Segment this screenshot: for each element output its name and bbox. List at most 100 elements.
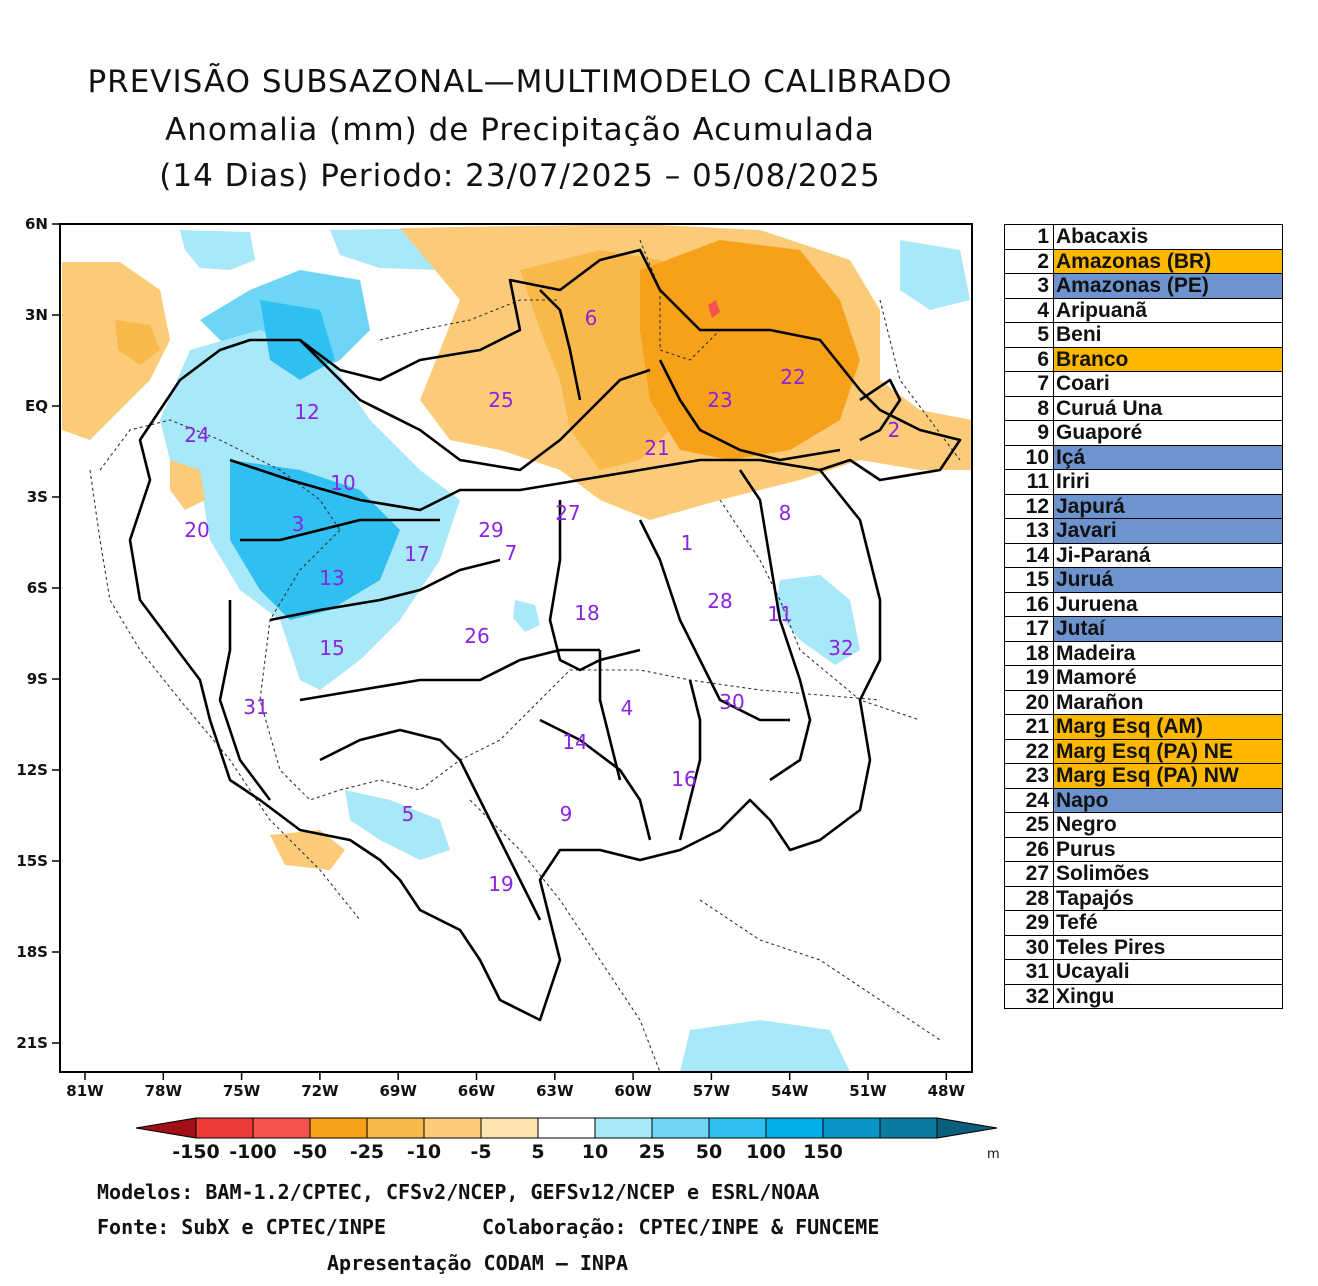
- basin-label: 17: [404, 542, 429, 566]
- lat-label: 6S: [27, 579, 48, 597]
- legend-row: 12 Japurá: [1004, 493, 1283, 519]
- colorbar-segment: [822, 1117, 881, 1139]
- colorbar-label: -50: [293, 1141, 327, 1163]
- basin-line-guapore: [539, 718, 652, 841]
- legend-row: 2 Amazonas (BR): [1004, 248, 1283, 274]
- legend-number: 11: [1004, 469, 1054, 495]
- map-title-line-1: PREVISÃO SUBSAZONAL—MULTIMODELO CALIBRAD…: [87, 64, 953, 100]
- legend-row: 3 Amazonas (PE): [1004, 273, 1283, 299]
- legend-row: 18 Madeira: [1004, 640, 1283, 666]
- lon-label: 66W: [458, 1082, 496, 1100]
- lon-label: 72W: [301, 1082, 339, 1100]
- legend-basin-name: Jutaí: [1053, 616, 1283, 642]
- basin-label: 19: [488, 872, 513, 896]
- basin-line-tapajos: [638, 519, 790, 722]
- basin-label: 14: [562, 730, 587, 754]
- basin-label: 22: [780, 365, 805, 389]
- precipitation-anomaly-map: 6N 3N EQ 3S 6S 9S 12S 15S 18S 21S 81W 78W 75W 72W 69W…: [16, 215, 1000, 1163]
- legend-basin-name: Coari: [1053, 371, 1283, 397]
- legend-row: 4 Aripuanã: [1004, 297, 1283, 323]
- lon-label: 54W: [771, 1082, 809, 1100]
- legend-row: 16 Juruena: [1004, 591, 1283, 617]
- legend-basin-name: Ucayali: [1053, 959, 1283, 985]
- colorbar-label: -5: [470, 1141, 491, 1163]
- lat-label: EQ: [25, 397, 48, 415]
- basin-label: 4: [621, 696, 634, 720]
- colorbar: -150 -100 -50 -25 -10 -5 5 10 25 50 100 150 mm: [135, 1117, 1000, 1163]
- basin-label: 9: [560, 802, 573, 826]
- boundary-south: [469, 799, 661, 1072]
- basin-label: 28: [707, 589, 732, 613]
- legend-basin-name: Napo: [1053, 787, 1283, 813]
- basin-label: 6: [585, 306, 598, 330]
- legend-number: 27: [1004, 861, 1054, 887]
- legend-basin-name: Marg Esq (AM): [1053, 714, 1283, 740]
- basin-line-ucayali: [218, 600, 272, 801]
- colorbar-label: -150: [172, 1141, 220, 1163]
- legend-row: 21 Marg Esq (AM): [1004, 714, 1283, 740]
- boundary-para: [719, 499, 921, 721]
- colorbar-segment: [594, 1117, 653, 1139]
- dry-anomaly-west-coast: [62, 262, 170, 440]
- dry-anomaly-marañon: [170, 460, 205, 510]
- lat-label: 9S: [27, 670, 48, 688]
- basin-label: 26: [464, 624, 489, 648]
- legend-basin-name: Tefé: [1053, 910, 1283, 936]
- boundary-venezuela: [379, 299, 560, 341]
- boundary-peru-coast: [89, 469, 361, 921]
- footer-presentation: Apresentação CODAM – INPA: [327, 1251, 629, 1275]
- legend-row: 13 Javari: [1004, 518, 1283, 544]
- basin-line-marg-esq: [658, 359, 841, 462]
- basin-boundaries: [128, 248, 962, 1022]
- legend-basin-name: Tapajós: [1053, 885, 1283, 911]
- boundary-brazil-east: [879, 299, 961, 461]
- colorbar-label: -100: [229, 1141, 277, 1163]
- legend-number: 7: [1004, 371, 1054, 397]
- legend-basin-name: Juruena: [1053, 591, 1283, 617]
- colorbar-label: 150: [803, 1141, 843, 1163]
- basin-label: 1: [681, 531, 694, 555]
- legend-basin-name: Juruá: [1053, 567, 1283, 593]
- legend-number: 17: [1004, 616, 1054, 642]
- basin-line-beni: [319, 728, 461, 762]
- colorbar-label: -10: [407, 1141, 441, 1163]
- legend-row: 22 Marg Esq (PA) NE: [1004, 738, 1283, 764]
- boundary-bolivia: [339, 669, 881, 791]
- lon-label: 63W: [536, 1082, 574, 1100]
- basin-label: 10: [330, 471, 355, 495]
- colorbar-label: 100: [746, 1141, 786, 1163]
- map-title-line-2: Anomalia (mm) de Precipitação Acumulada: [165, 112, 875, 148]
- colorbar-segment: [309, 1117, 368, 1139]
- lat-label: 3S: [27, 488, 48, 506]
- basin-line-mamore: [458, 759, 542, 921]
- colorbar-label: 25: [639, 1141, 665, 1163]
- colorbar-segment: [423, 1117, 482, 1139]
- basin-line-xingu: [738, 469, 812, 782]
- basin-label: 21: [644, 436, 669, 460]
- legend-number: 9: [1004, 420, 1054, 446]
- basin-label: 3: [292, 512, 305, 536]
- legend-basin-name: Branco: [1053, 346, 1283, 372]
- legend-basin-name: Curuá Una: [1053, 395, 1283, 421]
- colorbar-segment: [366, 1117, 425, 1139]
- legend-number: 3: [1004, 273, 1054, 299]
- legend-number: 19: [1004, 665, 1054, 691]
- legend-number: 23: [1004, 763, 1054, 789]
- colorbar-segment: [651, 1117, 710, 1139]
- basin-label: 23: [707, 388, 732, 412]
- legend-row: 25 Negro: [1004, 812, 1283, 838]
- legend-number: 25: [1004, 812, 1054, 838]
- legend-row: 20 Marañon: [1004, 689, 1283, 715]
- legend-number: 22: [1004, 738, 1054, 764]
- legend-basin-name: Japurá: [1053, 493, 1283, 519]
- legend-number: 16: [1004, 591, 1054, 617]
- colorbar-segment: [252, 1117, 311, 1139]
- legend-number: 30: [1004, 934, 1054, 960]
- basin-legend-table: 1 Abacaxis 2 Amazonas (BR) 3 Amazonas (PE) 4 Ar…: [1004, 224, 1283, 1009]
- lon-label: 75W: [223, 1082, 261, 1100]
- footer-source: Fonte: SubX e CPTEC/INPE: [97, 1215, 386, 1239]
- colorbar-segment: [879, 1117, 938, 1139]
- legend-row: 10 Içá: [1004, 444, 1283, 470]
- legend-basin-name: Javari: [1053, 518, 1283, 544]
- legend-row: 9 Guaporé: [1004, 420, 1283, 446]
